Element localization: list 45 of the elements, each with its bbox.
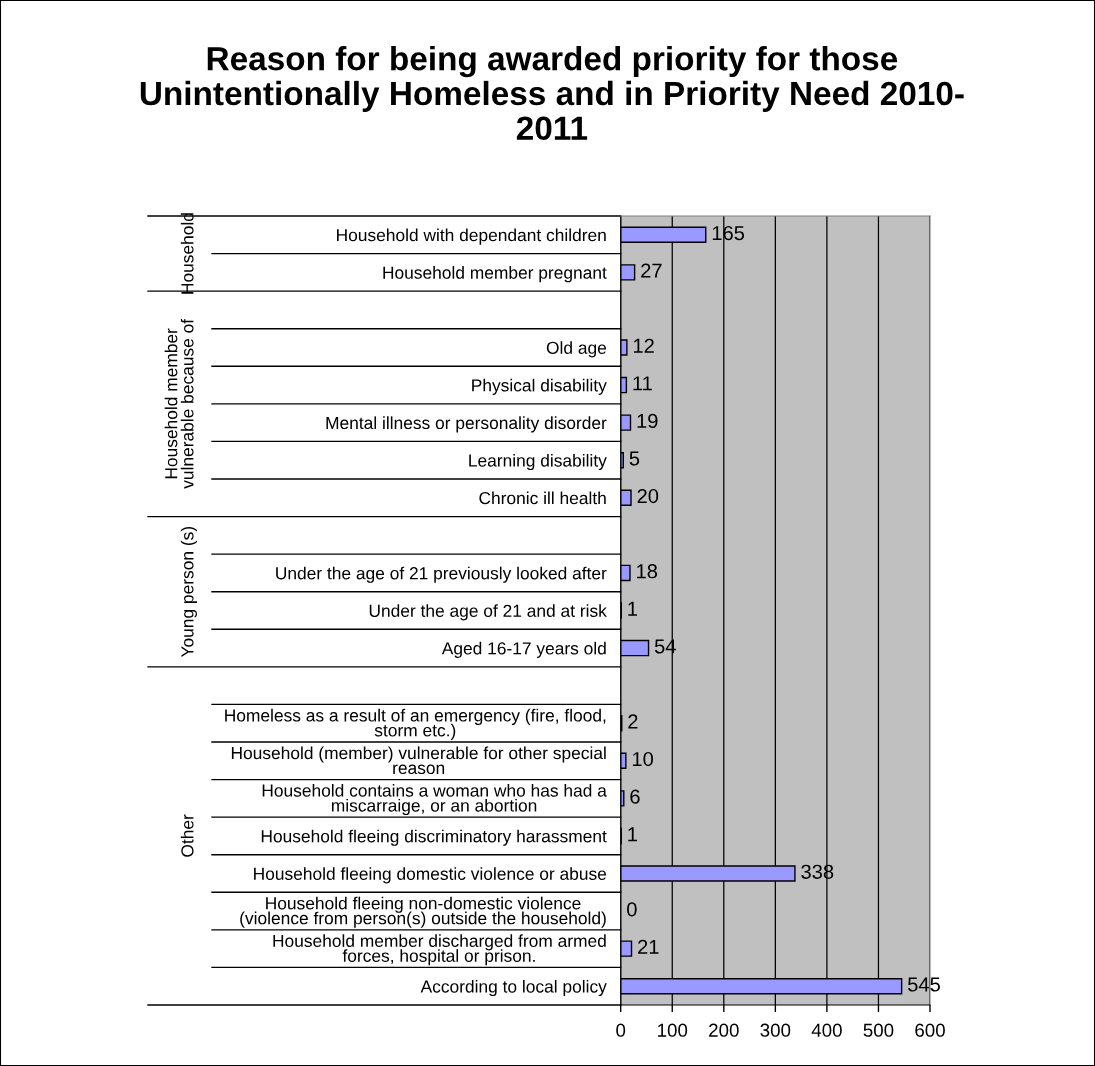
x-tick-label: 500 [863,1023,894,1037]
text: Household [180,213,194,294]
text: Other [180,814,194,857]
data-label: 11 [633,376,652,391]
x-tick-label: 600 [915,1023,945,1037]
data-label: 20 [637,488,659,504]
data-label: 10 [632,751,654,767]
text: Household member vulnerable because of [164,318,194,489]
y-tick-label: Household member pregnant [383,266,607,283]
y-tick-label: Under the age of 21 previously looked after [276,566,607,583]
y-tick-label: Old age [546,341,607,358]
y-tick-label: Under the age of 21 and at risk [369,604,607,621]
y-tick-label: Household (member) vulnerable for other special reason [231,746,606,775]
x-tick-label: 0 [616,1023,626,1037]
data-label: 6 [630,789,640,804]
data-label: 5 [629,451,640,466]
x-tick-label: 100 [658,1023,688,1037]
data-label: 1 [628,601,637,616]
y-tick-label: Household contains a woman who has had a miscarraige, or an abortion [262,783,607,816]
y-tick-label: Household fleeing domestic violence or abuse [254,867,607,884]
data-label: 0 [627,902,637,917]
data-label: 545 [908,977,940,992]
data-label: 18 [637,564,658,579]
y-tick-label: Household with dependant children [337,228,606,245]
y-tick-label: Household fleeing discriminatory harassment [261,829,607,846]
data-label: 1 [628,827,637,842]
x-tick-label: 400 [811,1023,842,1037]
y-tick-label: According to local policy [420,979,607,997]
data-label: 2 [628,714,638,729]
x-tick-label: 300 [760,1023,791,1037]
data-label: 21 [638,939,659,954]
y-tick-label: Physical disability [472,378,607,395]
data-label: 19 [637,413,658,429]
y-tick-label: Aged 16-17 years old [441,641,606,658]
chart-title: Reason for being awarded priority for those Unintentionally Homeless and in Priority Need 2010- 2011 [140,46,964,141]
y-tick-label: Household member discharged from armed forces, hospital or prison. [273,934,606,966]
text: Young person (s) [180,526,197,658]
y-tick-label: Homeless as a result of an emergency (fire, flood, storm etc.) [225,708,606,740]
y-tick-label: Mental illness or personality disorder [326,416,607,433]
y-tick-label: Household fleeing non-domestic violence (violence from person(s) outside the household) [240,896,606,928]
y-tick-label: Chronic ill health [479,491,606,505]
y-tick-label: Learning disability [469,453,607,471]
x-tick-label: 200 [709,1023,739,1037]
data-label: 12 [633,338,654,353]
data-label: 27 [641,263,662,278]
